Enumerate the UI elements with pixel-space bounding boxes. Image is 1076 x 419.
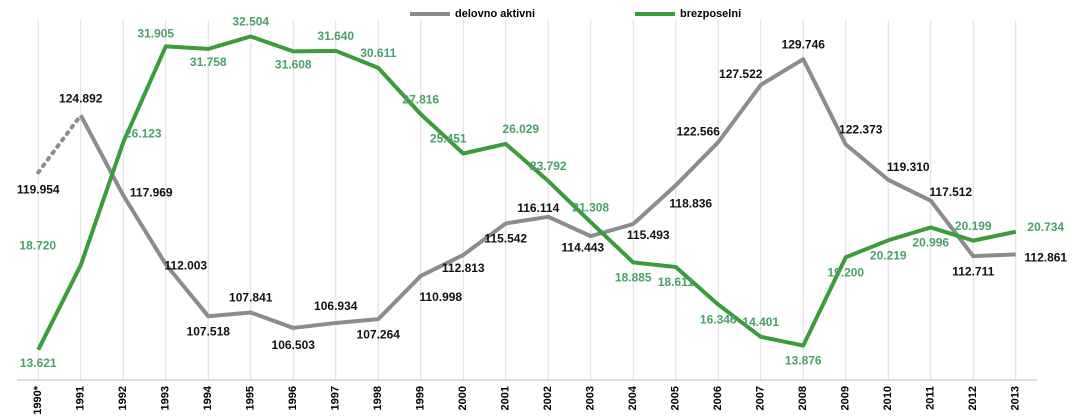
data-label: 127.522 <box>719 67 763 81</box>
data-label: 112.711 <box>952 264 994 278</box>
data-label: 31.640 <box>317 29 354 43</box>
data-label: 107.841 <box>229 291 273 305</box>
data-label: 25.451 <box>430 132 467 146</box>
data-label: 20.996 <box>912 236 949 250</box>
x-tick-label: 1992 <box>117 386 129 410</box>
x-tick-label: 2010 <box>882 386 894 410</box>
series-line <box>78 57 1016 330</box>
x-tick-label: 1995 <box>245 386 257 410</box>
x-tick-label: 2001 <box>500 386 512 410</box>
data-label: 21.308 <box>572 200 609 214</box>
x-tick-label: 1997 <box>330 386 342 410</box>
data-label: 18.611 <box>658 275 694 289</box>
data-label: 16.346 <box>700 313 737 327</box>
x-tick-label: 2005 <box>670 386 682 410</box>
data-label: 107.518 <box>187 324 231 338</box>
x-tick-label: 2003 <box>585 386 597 410</box>
data-label: 31.758 <box>190 55 227 69</box>
data-label: 31.905 <box>137 27 174 41</box>
x-tick-label: 2009 <box>840 386 852 410</box>
data-label: 18.720 <box>19 238 56 252</box>
x-tick-label: 2013 <box>1010 386 1022 410</box>
data-label: 13.621 <box>20 356 57 370</box>
data-label: 18.885 <box>615 271 652 285</box>
x-tick-label: 2004 <box>627 385 639 410</box>
data-label: 106.503 <box>272 338 316 352</box>
series-line <box>36 34 1017 351</box>
data-label: 14.401 <box>742 315 779 329</box>
data-label: 112.813 <box>442 261 485 275</box>
x-tick-label: 1990* <box>32 385 44 414</box>
data-label: 112.003 <box>164 259 207 273</box>
data-label: 27.816 <box>402 92 439 106</box>
data-label: 119.310 <box>887 160 930 174</box>
data-label: 118.836 <box>669 197 712 211</box>
x-tick-label: 2008 <box>797 386 809 410</box>
data-label: 117.969 <box>130 186 173 200</box>
data-label: 115.542 <box>484 232 527 246</box>
data-label: 117.512 <box>929 185 972 199</box>
data-label: 110.998 <box>419 290 462 304</box>
data-label: 112.861 <box>1024 251 1067 265</box>
data-label: 20.199 <box>955 219 992 233</box>
legend-label: delovno aktivni <box>455 8 535 20</box>
data-label: 23.792 <box>530 159 567 173</box>
data-label: 19.200 <box>827 265 864 279</box>
data-label: 107.264 <box>357 327 401 341</box>
data-label: 106.934 <box>314 299 358 313</box>
data-label: 26.029 <box>502 122 539 136</box>
data-label: 119.954 <box>17 183 60 197</box>
data-label: 124.892 <box>59 91 103 105</box>
data-label: 115.493 <box>627 228 670 242</box>
x-tick-label: 1998 <box>372 386 384 410</box>
data-label: 122.566 <box>677 124 721 138</box>
legend-label: brezposelni <box>680 8 741 20</box>
x-tick-label: 1993 <box>160 386 172 410</box>
x-tick-label: 1994 <box>202 385 214 410</box>
data-label: 20.219 <box>870 248 907 262</box>
x-tick-label: 2011 <box>925 386 937 410</box>
data-label: 26.123 <box>125 127 162 141</box>
data-label: 13.876 <box>785 354 822 368</box>
data-label: 116.114 <box>517 201 559 215</box>
x-tick-label: 2012 <box>967 386 979 410</box>
data-label: 20.734 <box>1027 220 1064 234</box>
x-tick-label: 1991 <box>75 386 87 410</box>
data-label: 129.746 <box>782 37 826 51</box>
x-tick-label: 2007 <box>755 386 767 410</box>
x-tick-label: 2000 <box>457 386 469 410</box>
data-label: 32.504 <box>232 15 269 29</box>
data-label: 122.373 <box>839 123 883 137</box>
x-tick-label: 1996 <box>287 386 299 410</box>
x-tick-label: 2002 <box>542 386 554 410</box>
line-dotted-segment <box>36 113 83 175</box>
x-tick-label: 1999 <box>415 386 427 410</box>
data-label: 114.443 <box>561 240 604 254</box>
data-label: 31.608 <box>275 58 312 72</box>
x-tick-label: 2006 <box>712 386 724 410</box>
data-label: 30.611 <box>360 46 396 60</box>
